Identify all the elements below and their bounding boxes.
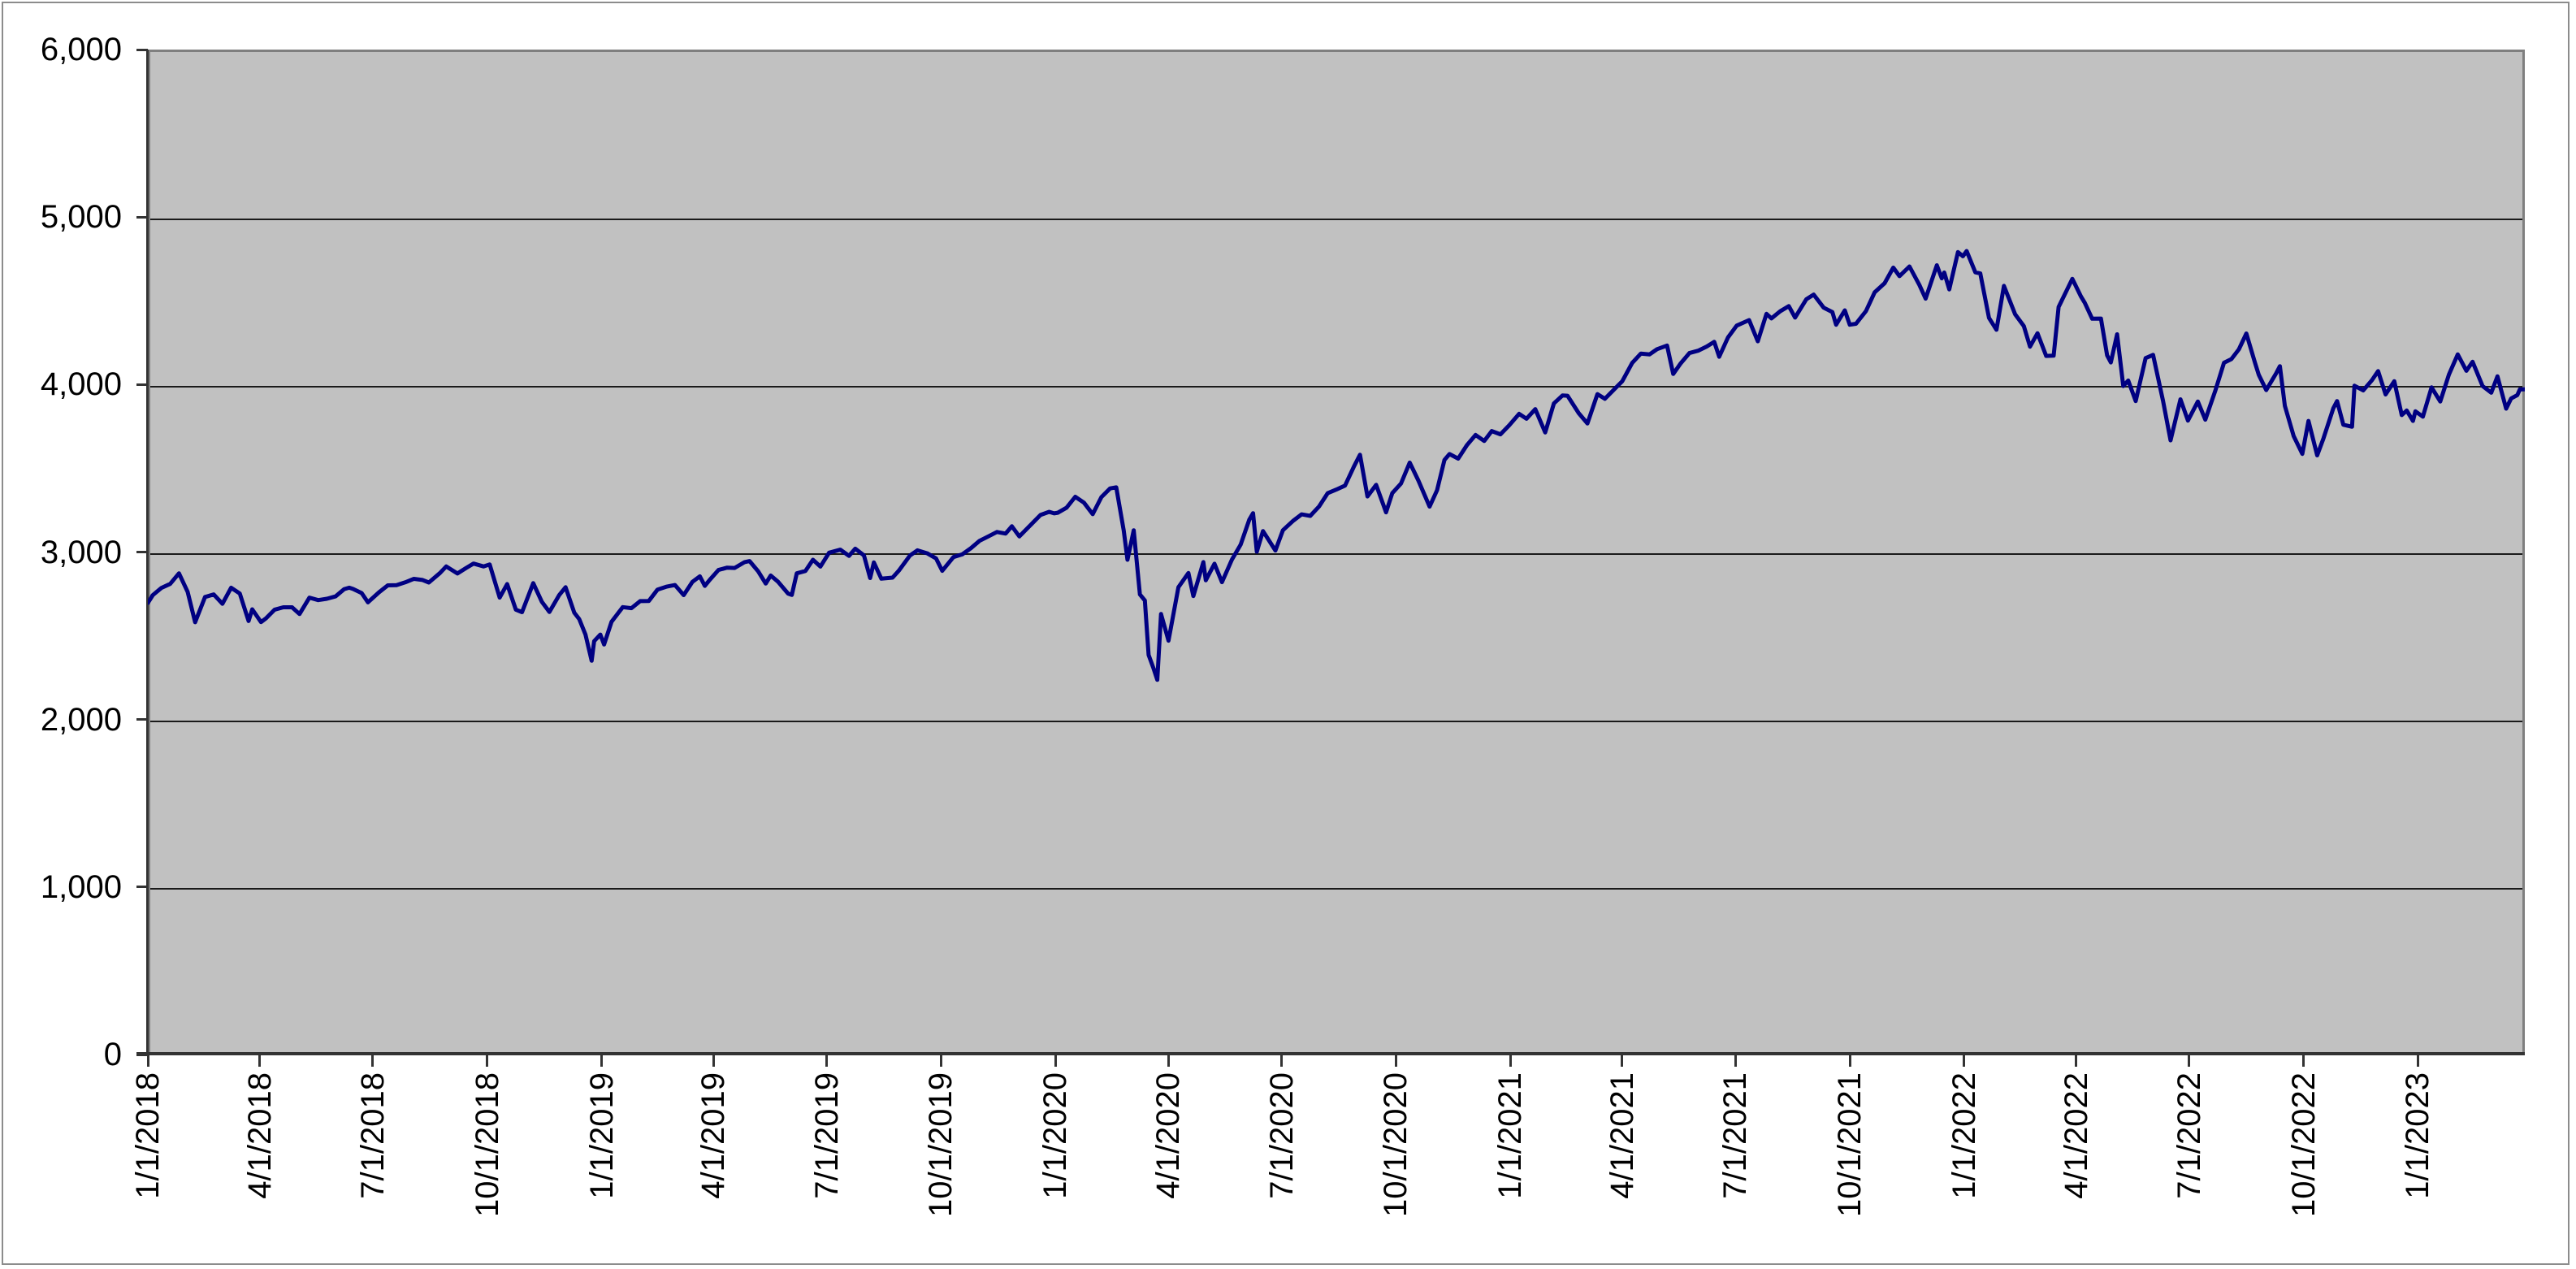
y-gridline <box>150 218 2522 220</box>
x-axis-label: 4/1/2021 <box>1604 1072 1640 1199</box>
x-axis-label: 1/1/2021 <box>1492 1072 1529 1199</box>
y-axis-tick <box>136 718 148 721</box>
y-axis-tick <box>136 215 148 219</box>
x-axis-tick <box>371 1055 374 1067</box>
x-axis-tick <box>2302 1055 2305 1067</box>
x-axis-label: 4/1/2018 <box>241 1072 278 1199</box>
y-gridline <box>150 721 2522 723</box>
x-axis-tick <box>1394 1055 1397 1067</box>
x-axis-label: 7/1/2018 <box>354 1072 391 1199</box>
y-axis-label: 4,000 <box>40 366 122 403</box>
x-axis-label: 7/1/2021 <box>1717 1072 1754 1199</box>
x-axis-label: 10/1/2020 <box>1378 1072 1414 1217</box>
y-axis-tick <box>136 551 148 553</box>
x-axis-line <box>136 1052 2525 1055</box>
y-axis-tick <box>136 48 148 51</box>
x-axis-label: 1/1/2019 <box>583 1072 620 1199</box>
x-axis-tick <box>712 1055 715 1067</box>
x-axis-label: 7/1/2020 <box>1263 1072 1300 1199</box>
x-axis-label: 1/1/2020 <box>1037 1072 1074 1199</box>
y-gridline <box>150 553 2522 555</box>
y-axis-tick <box>136 1053 148 1056</box>
x-axis-tick <box>1509 1055 1512 1067</box>
y-gridline <box>150 888 2522 890</box>
x-axis-tick <box>2188 1055 2191 1067</box>
x-axis-tick <box>2075 1055 2078 1067</box>
x-axis-tick <box>1054 1055 1057 1067</box>
x-axis-tick <box>1848 1055 1851 1067</box>
x-axis-tick <box>1621 1055 1624 1067</box>
y-gridline <box>150 385 2522 388</box>
x-axis-label: 7/1/2022 <box>2171 1072 2207 1199</box>
y-axis-tick <box>136 886 148 889</box>
x-axis-label: 10/1/2022 <box>2285 1072 2322 1217</box>
x-axis-tick <box>2416 1055 2419 1067</box>
x-axis-label: 4/1/2022 <box>2058 1072 2094 1199</box>
x-axis-tick <box>1167 1055 1170 1067</box>
x-axis-tick <box>939 1055 942 1067</box>
y-axis-label: 6,000 <box>40 32 122 67</box>
x-axis-label: 1/1/2022 <box>1946 1072 1982 1199</box>
x-axis-label: 7/1/2019 <box>808 1072 845 1199</box>
x-axis-tick <box>1963 1055 1966 1067</box>
x-axis-label: 4/1/2019 <box>695 1072 732 1199</box>
x-axis-tick <box>1734 1055 1737 1067</box>
y-axis-tick <box>136 383 148 386</box>
y-axis-label: 0 <box>103 1037 122 1072</box>
x-axis-label: 10/1/2018 <box>469 1072 505 1217</box>
y-axis-label: 3,000 <box>40 534 122 570</box>
x-axis-tick <box>825 1055 829 1067</box>
y-axis-label: 5,000 <box>40 199 122 236</box>
x-axis-tick <box>600 1055 604 1067</box>
x-axis-tick <box>258 1055 262 1067</box>
x-axis-tick <box>486 1055 489 1067</box>
x-axis-label: 4/1/2020 <box>1150 1072 1187 1199</box>
x-axis-label: 1/1/2018 <box>130 1072 166 1199</box>
y-axis-label: 2,000 <box>40 701 122 738</box>
x-axis-tick <box>1280 1055 1284 1067</box>
x-axis-label: 1/1/2023 <box>2400 1072 2436 1199</box>
x-axis-tick <box>146 1055 149 1067</box>
y-axis-label: 1,000 <box>40 868 122 905</box>
price-line-chart <box>148 249 2525 682</box>
x-axis-label: 10/1/2019 <box>923 1072 959 1217</box>
x-axis-label: 10/1/2021 <box>1832 1072 1868 1217</box>
price-line <box>148 249 2525 682</box>
